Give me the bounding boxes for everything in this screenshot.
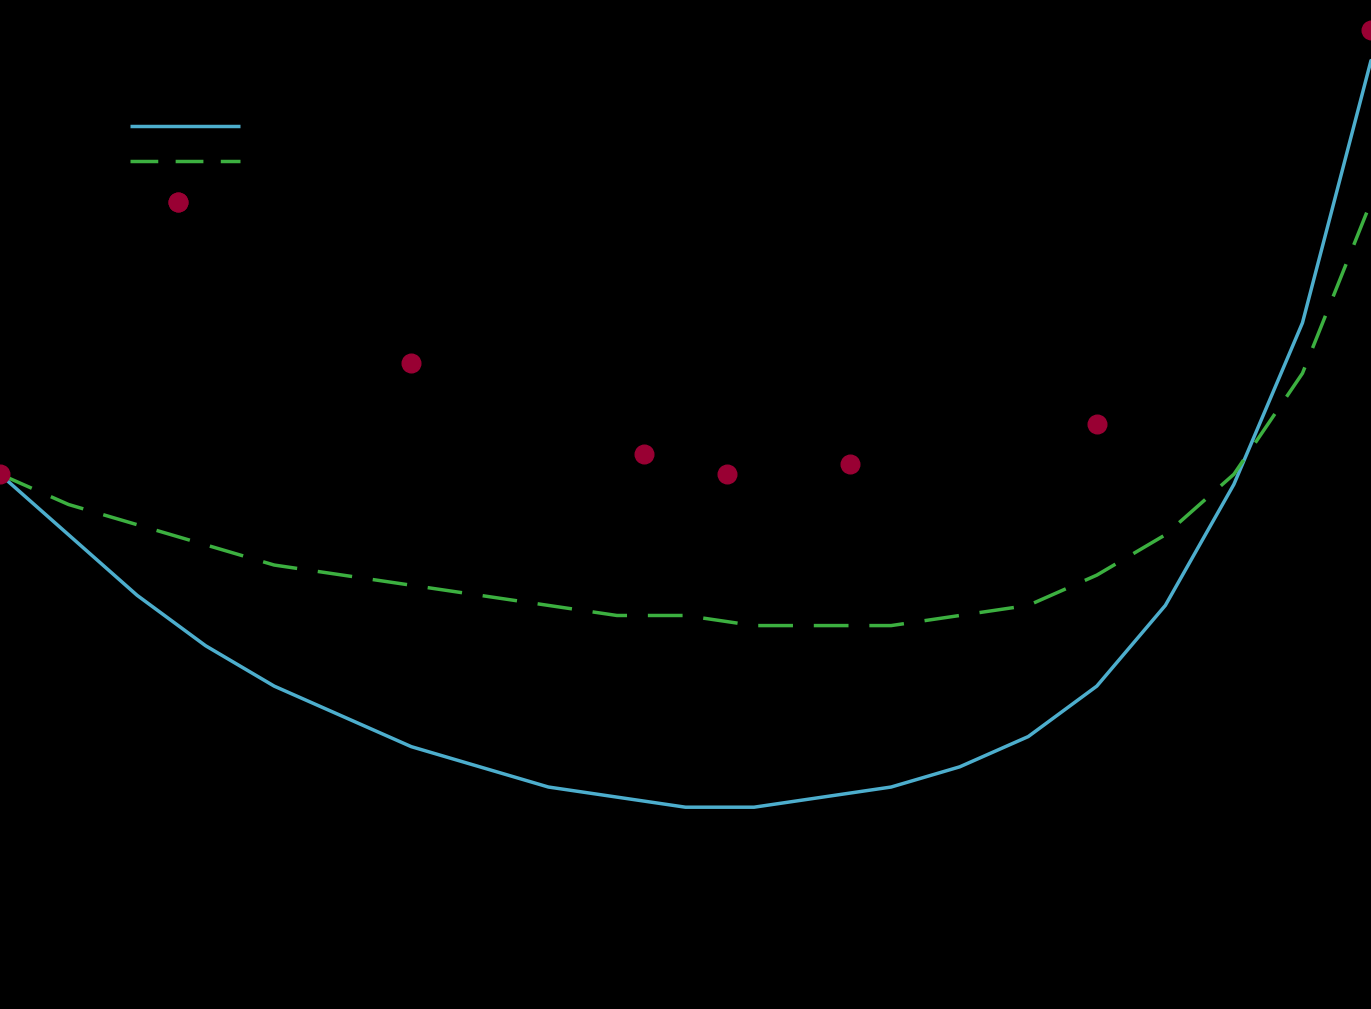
Point [716,466,738,482]
Point [400,355,422,371]
Point [0,466,11,482]
Point [167,194,189,210]
Point [839,456,861,472]
Point [167,194,189,210]
Point [633,446,655,462]
Point [1086,416,1108,432]
Point [1360,22,1371,38]
